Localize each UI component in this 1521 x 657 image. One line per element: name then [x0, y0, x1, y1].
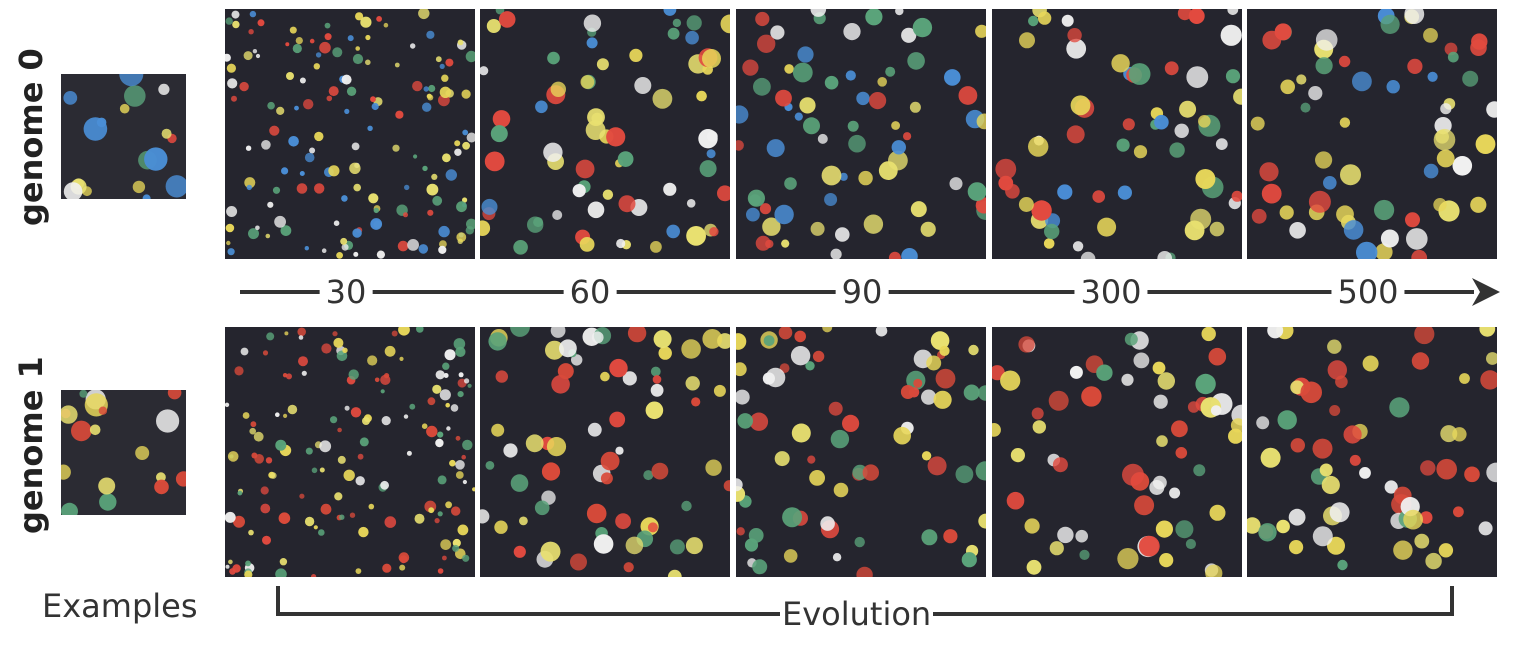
- example-dots-1: [61, 390, 186, 515]
- evolution-tile-genome-0-step-30: [225, 9, 475, 259]
- step-label-300: 300: [1074, 274, 1148, 310]
- evolution-tile-genome-0-step-300: [992, 9, 1242, 259]
- example-dots-0: [63, 74, 186, 199]
- evolution-tile-genome-0-step-90: [736, 9, 986, 259]
- example-image-genome-1: [61, 390, 186, 515]
- evolution-tile-genome-1-step-300: [992, 327, 1242, 577]
- step-label-60: 60: [563, 274, 617, 310]
- evolution-caption: Evolution: [780, 595, 934, 633]
- step-label-30: 30: [319, 274, 373, 310]
- evolution-tile-genome-1-step-30: [225, 327, 475, 577]
- evolution-tile-genome-1-step-500: [1247, 327, 1497, 577]
- evolution-tile-genome-0-step-500: [1247, 9, 1497, 259]
- evolution-tile-genome-1-step-90: [736, 327, 986, 577]
- evolution-tile-genome-1-step-60: [480, 327, 730, 577]
- row-label-genome-1: genome 1: [12, 356, 50, 534]
- evolution-tile-genome-0-step-60: [480, 9, 730, 259]
- example-image-genome-0: [61, 74, 186, 199]
- step-label-90: 90: [835, 274, 889, 310]
- row-label-genome-0: genome 0: [12, 48, 50, 226]
- examples-caption: Examples: [42, 587, 198, 625]
- step-label-500: 500: [1331, 274, 1405, 310]
